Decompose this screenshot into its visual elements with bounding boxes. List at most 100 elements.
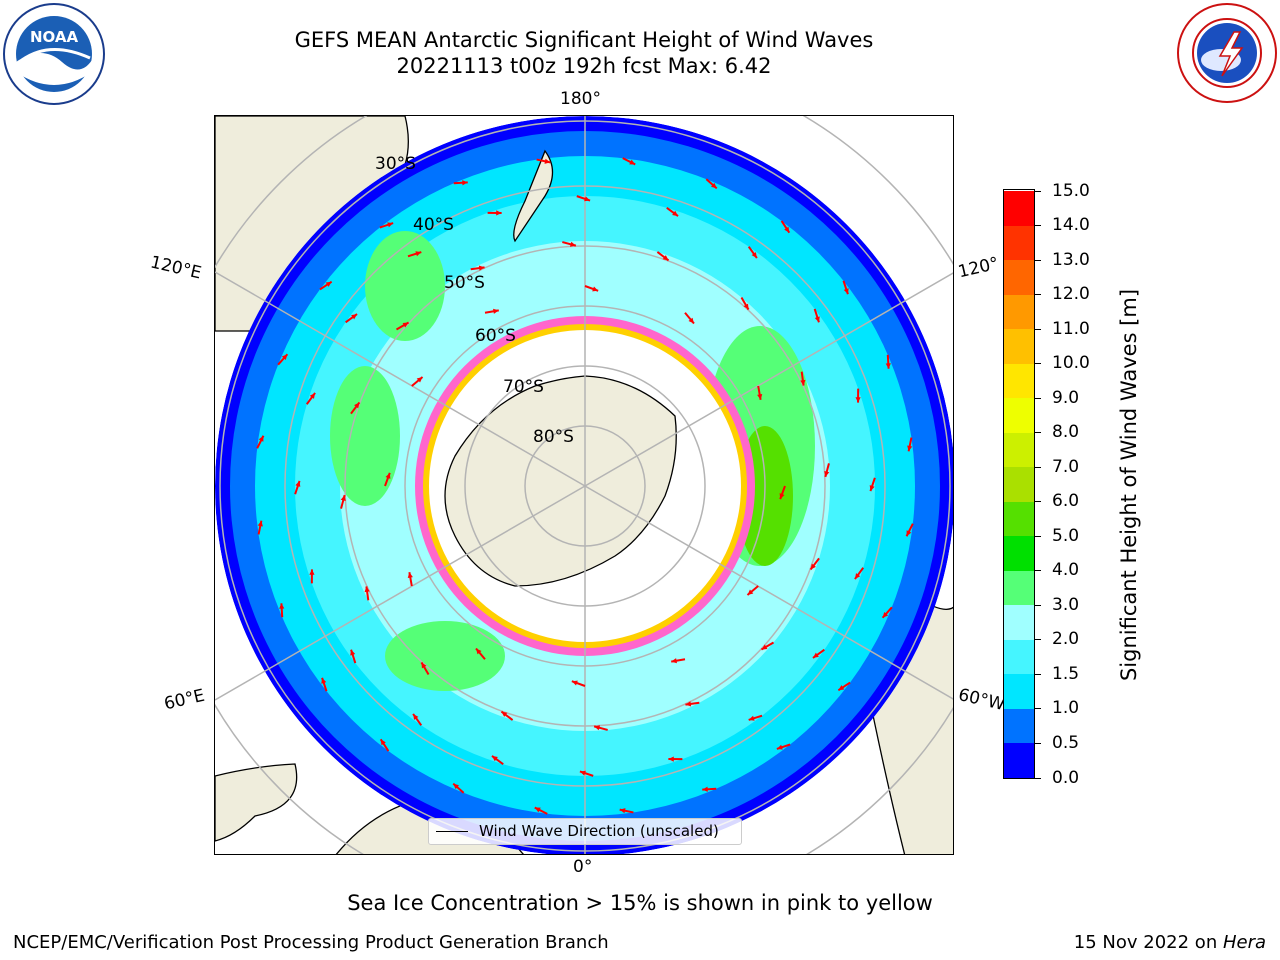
wind-wave-arrow-head <box>757 394 763 400</box>
colorbar-tick-label: 6.0 <box>1052 491 1080 512</box>
colorbar-tick-label: 2.0 <box>1052 629 1080 650</box>
colorbar-segment <box>1004 673 1034 709</box>
colorbar-tick-label: 0.0 <box>1052 767 1080 788</box>
wind-wave-arrow-head <box>453 783 460 790</box>
wind-wave-arrow-head <box>569 241 576 247</box>
wind-wave-arrow-head <box>812 652 819 658</box>
colorbar-tick <box>1035 639 1041 641</box>
colorbar-segment <box>1004 190 1034 226</box>
wind-wave-arrow-head <box>710 182 717 189</box>
issue-date: 15 Nov 2022 on Hera <box>1074 932 1266 953</box>
colorbar-tick <box>1035 777 1041 779</box>
wind-wave-arrow-head <box>279 603 285 609</box>
wind-wave-arrow-head <box>907 445 913 452</box>
wind-wave-arrow-head <box>779 493 785 500</box>
wind-wave-arrow-head <box>413 713 419 720</box>
wind-wave-arrow-head <box>814 316 820 323</box>
wind-wave-arrow-head <box>743 303 749 310</box>
colorbar-segment <box>1004 294 1034 330</box>
colorbar-tick <box>1035 742 1041 744</box>
colorbar-tick <box>1035 535 1041 537</box>
wind-wave-arrow-head <box>309 392 316 399</box>
wind-wave-arrow-head <box>584 196 591 202</box>
wind-wave-arrow-head <box>281 354 288 361</box>
colorbar-segment <box>1004 328 1034 364</box>
lon-label-120e: 120°E <box>148 252 204 284</box>
wind-wave-arrow-head <box>784 226 790 233</box>
colorbar-segment <box>1004 708 1034 744</box>
colorbar-tick <box>1035 225 1041 227</box>
colorbar-title: Significant Height of Wind Waves [m] <box>1117 288 1141 682</box>
wind-wave-arrow-head <box>810 563 816 570</box>
land-africa <box>215 763 298 842</box>
wind-wave-arrow-head <box>295 480 301 487</box>
wind-wave-arrow-head <box>350 649 356 656</box>
colorbar-tick <box>1035 673 1041 675</box>
noaa-logo-icon: NOAA <box>3 3 105 105</box>
colorbar-tick-label: 8.0 <box>1052 422 1080 443</box>
lat-label-50s: 50°S <box>444 273 485 293</box>
wind-wave-arrow-head <box>747 589 754 595</box>
colorbar-segment <box>1004 535 1034 571</box>
colorbar-tick <box>1035 397 1041 399</box>
wind-wave-arrow-head <box>364 586 370 593</box>
wind-wave-arrow-head <box>351 314 358 320</box>
colorbar-tick <box>1035 363 1041 365</box>
noaa-logo-text: NOAA <box>30 28 79 46</box>
colorbar-tick-label: 7.0 <box>1052 456 1080 477</box>
chart-title-line-2: 20221113 t00z 192h fcst Max: 6.42 <box>396 54 772 78</box>
longitude-gridlines <box>215 116 953 854</box>
legend-label: Wind Wave Direction (unscaled) <box>479 822 719 840</box>
lon-label-180: 180° <box>560 89 601 109</box>
colorbar-segment <box>1004 501 1034 537</box>
wind-wave-arrow-head <box>629 159 636 165</box>
wind-wave-arrow-head <box>906 530 912 537</box>
wind-wave-arrow-head <box>854 573 861 580</box>
wind-wave-arrow-head <box>380 739 386 746</box>
colorbar-tick <box>1035 432 1041 434</box>
lat-label-80s: 80°S <box>533 427 574 447</box>
colorbar-tick-label: 9.0 <box>1052 387 1080 408</box>
wind-wave-arrow-head <box>340 495 346 502</box>
wind-wave-arrow-head <box>309 569 315 575</box>
wind-wave-arrow-head <box>885 363 891 369</box>
colorbar-tick-label: 15.0 <box>1052 180 1090 201</box>
polar-map: 30°S 40°S 50°S 60°S 70°S 80°S <box>214 115 954 855</box>
wind-wave-arrow-head <box>843 288 849 295</box>
wind-wave-arrow-head <box>354 402 360 409</box>
colorbar-tick-label: 3.0 <box>1052 594 1080 615</box>
wind-wave-arrow-head <box>462 180 468 186</box>
wind-wave-arrow-head <box>668 756 674 762</box>
colorbar-tick <box>1035 604 1041 606</box>
wind-wave-arrow-head <box>491 755 498 762</box>
wind-wave-arrow-head <box>619 808 626 814</box>
wind-wave-arrow-head <box>407 572 413 578</box>
wind-wave-arrow-head <box>800 379 806 386</box>
colorbar-tick <box>1035 190 1041 192</box>
wind-wave-arrow-head <box>416 377 423 383</box>
colorbar-tick <box>1035 501 1041 503</box>
colorbar-tick <box>1035 328 1041 330</box>
wind-wave-arrow-head <box>702 786 708 792</box>
colorbar-segment <box>1004 397 1034 433</box>
wind-wave-arrow-head <box>882 611 889 618</box>
wind-wave-arrow-head <box>402 322 409 328</box>
lon-label-60w: 60°W <box>956 684 1007 716</box>
colorbar-tick-label: 4.0 <box>1052 560 1080 581</box>
wind-wave-arrow-head <box>534 807 541 813</box>
colorbar-segment <box>1004 259 1034 295</box>
wind-wave-arrow-head <box>685 701 692 707</box>
lon-label-60e: 60°E <box>162 685 207 715</box>
machine-name: Hera <box>1222 932 1266 953</box>
wind-wave-arrow-head <box>493 308 499 314</box>
colorbar-tick-label: 1.5 <box>1052 663 1080 684</box>
wind-wave-arrow-head <box>571 680 578 686</box>
wind-wave-arrow-head <box>385 472 391 479</box>
wind-wave-arrow-head <box>751 252 757 259</box>
wind-wave-arrow-head <box>855 397 861 403</box>
wind-wave-arrow-head <box>415 251 422 257</box>
colorbar-tick-label: 10.0 <box>1052 353 1090 374</box>
colorbar-tick <box>1035 570 1041 572</box>
wind-wave-arrow-head <box>662 255 669 261</box>
lat-label-40s: 40°S <box>413 215 454 235</box>
